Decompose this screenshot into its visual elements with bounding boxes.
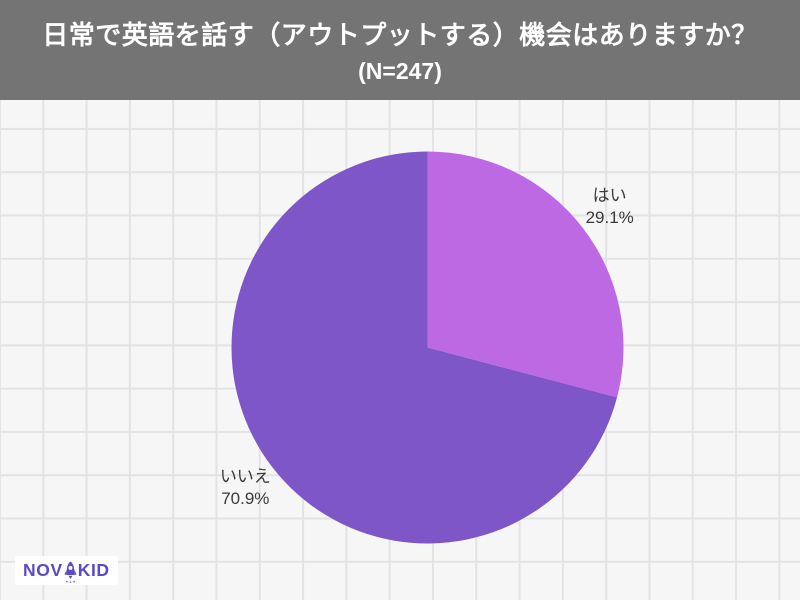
pie-slice-0 [427,151,624,398]
novakid-logo: NOV KID [15,556,118,585]
sparkles-icon [65,580,75,583]
sample-size: (N=247) [358,58,442,84]
chart-title: 日常で英語を話す（アウトプットする）機会はありますか？ [42,20,758,50]
pie-label-percent: 29.1% [585,208,634,228]
pie-label-percent: 70.9% [221,488,270,508]
rocket-icon [64,560,77,583]
pie-label-text: いいえ [219,466,271,486]
pie-label-iie: いいえ 70.9% [220,466,271,510]
pie-slice-1 [231,151,618,544]
logo-text-left: NOV [23,560,63,580]
logo-text-right: KID [77,560,110,580]
pie-label-hai: はい 29.1% [586,185,634,229]
pie-label-text: はい [592,186,627,206]
title-banner: 日常で英語を話す（アウトプットする）機会はありますか？ (N=247) [0,0,800,100]
